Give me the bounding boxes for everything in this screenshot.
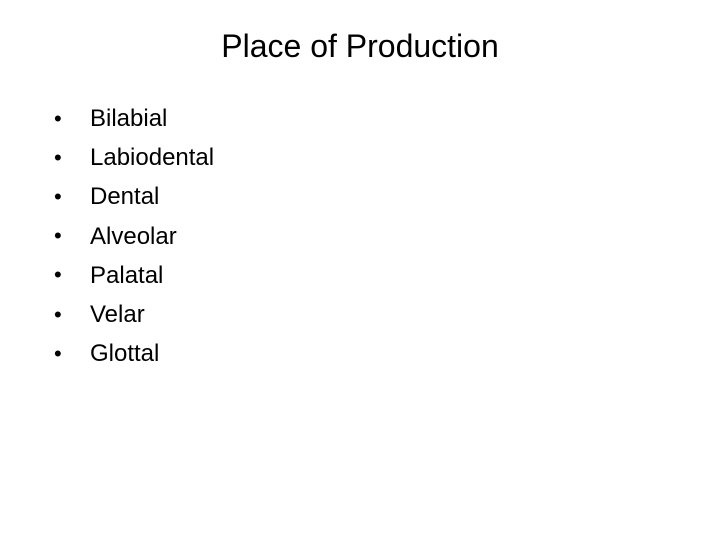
bullet-icon: •	[54, 343, 90, 365]
bullet-icon: •	[54, 108, 90, 130]
list-item-label: Dental	[90, 181, 159, 212]
list-item-label: Alveolar	[90, 221, 177, 252]
list-item-label: Velar	[90, 299, 145, 330]
list-item: • Palatal	[54, 260, 720, 291]
list-item-label: Glottal	[90, 338, 159, 369]
list-item: • Labiodental	[54, 142, 720, 173]
bullet-list: • Bilabial • Labiodental • Dental • Alve…	[0, 103, 720, 369]
bullet-icon: •	[54, 304, 90, 326]
slide: Place of Production • Bilabial • Labiode…	[0, 0, 720, 540]
list-item-label: Palatal	[90, 260, 163, 291]
bullet-icon: •	[54, 147, 90, 169]
list-item: • Glottal	[54, 338, 720, 369]
list-item: • Bilabial	[54, 103, 720, 134]
list-item: • Alveolar	[54, 221, 720, 252]
slide-title: Place of Production	[0, 28, 720, 65]
list-item-label: Bilabial	[90, 103, 167, 134]
bullet-icon: •	[54, 264, 90, 286]
list-item-label: Labiodental	[90, 142, 214, 173]
list-item: • Velar	[54, 299, 720, 330]
list-item: • Dental	[54, 181, 720, 212]
bullet-icon: •	[54, 225, 90, 247]
bullet-icon: •	[54, 186, 90, 208]
